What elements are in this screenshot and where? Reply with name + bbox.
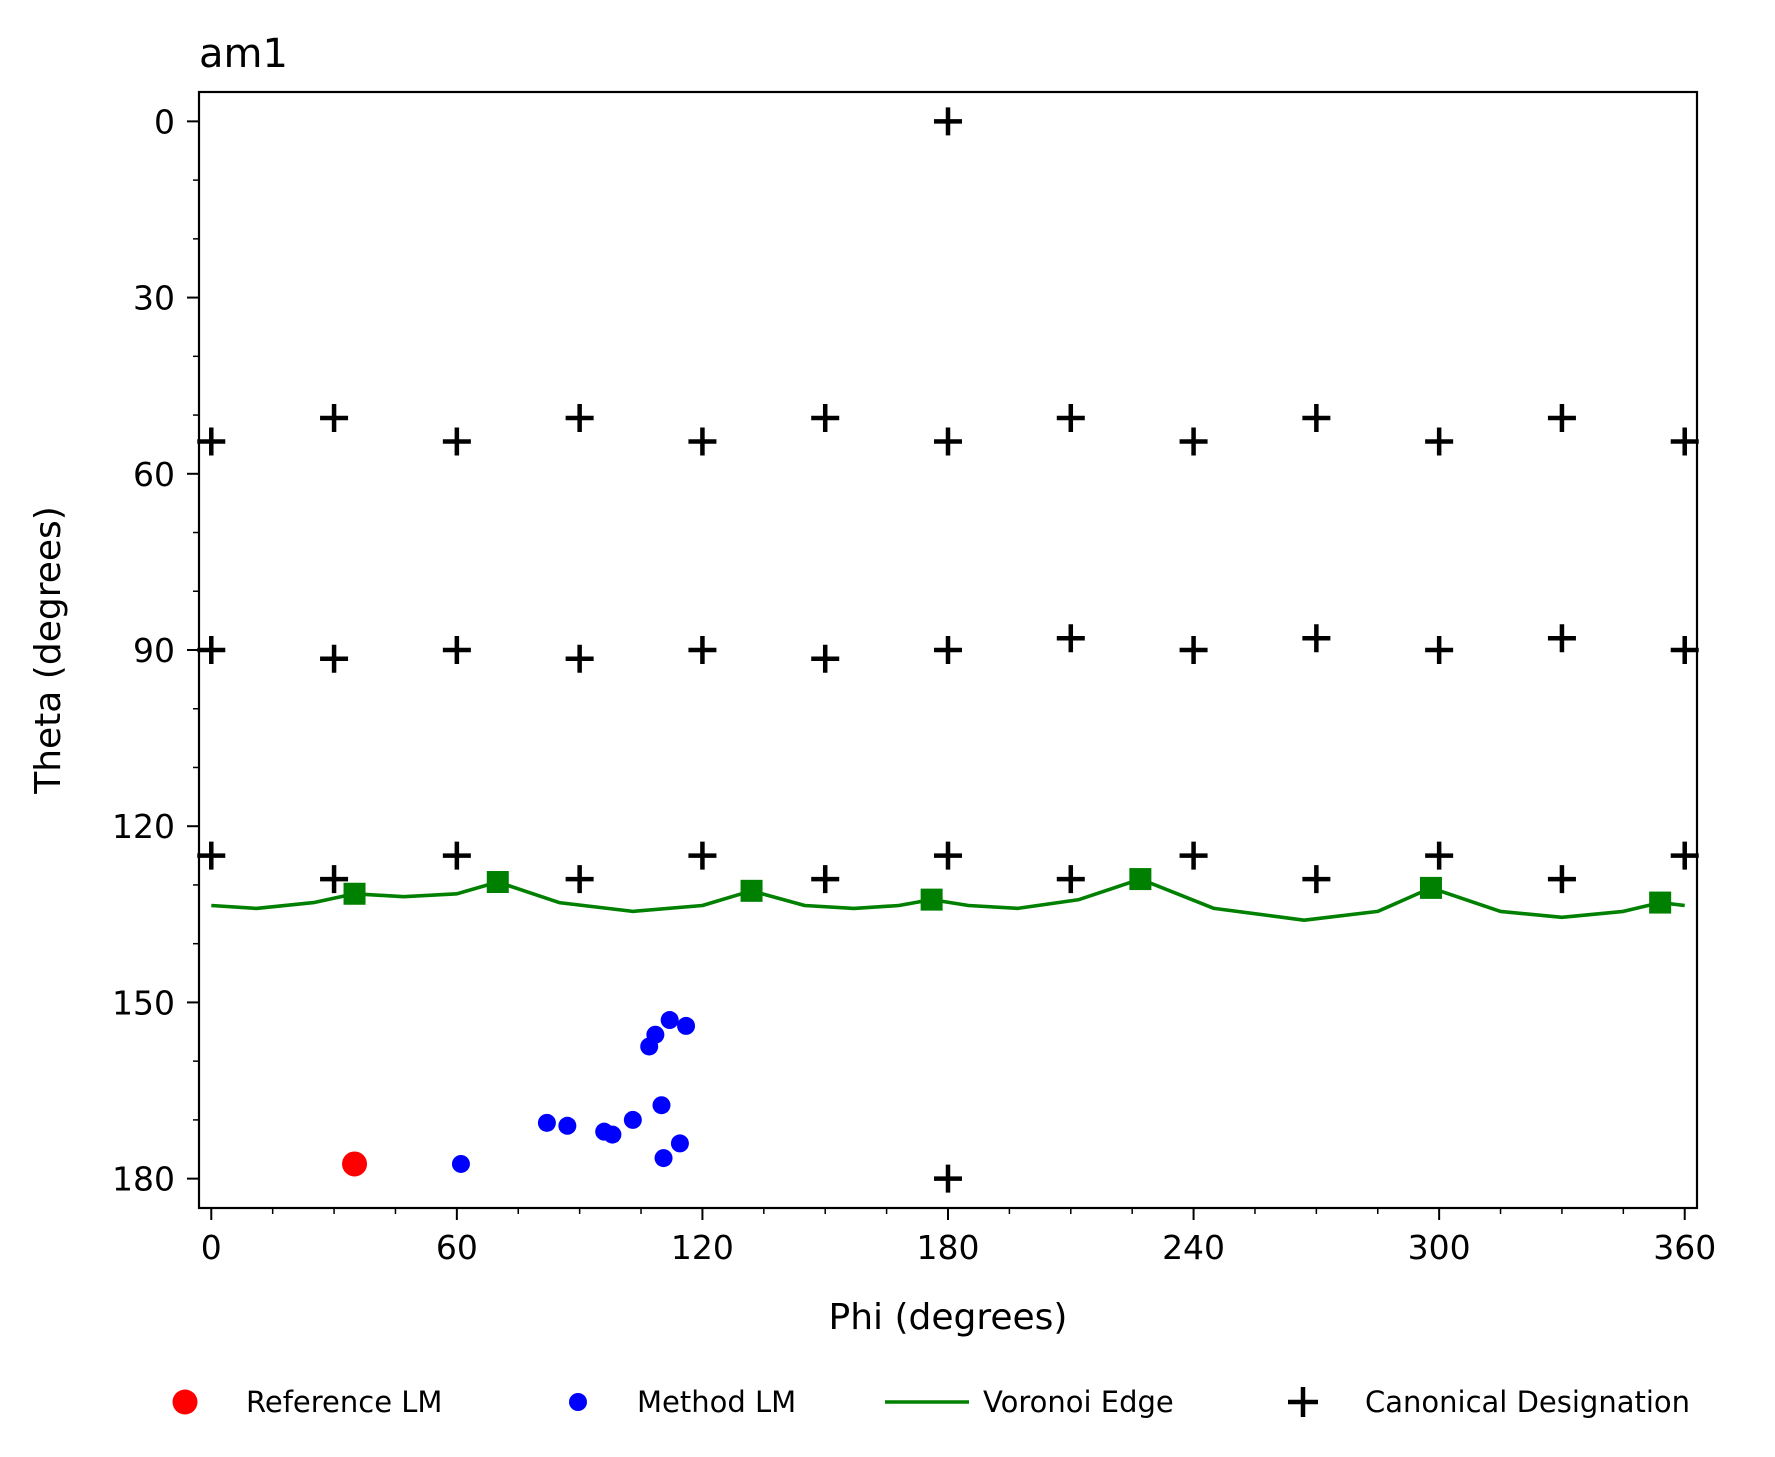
y-tick-label: 90 xyxy=(133,631,175,670)
plot-area xyxy=(197,107,1699,1193)
method-lm-point xyxy=(623,1110,642,1129)
y-tick-label: 150 xyxy=(112,983,175,1022)
legend: Reference LM Method LM Voronoi Edge Canonic… xyxy=(172,1385,1690,1419)
canonical-designation-point xyxy=(197,427,226,456)
voronoi-vertex xyxy=(486,871,509,894)
canonical-designation-point xyxy=(1302,403,1331,432)
voronoi-vertex xyxy=(920,888,943,911)
method-lm-point xyxy=(558,1116,577,1135)
legend-marker-reference-lm xyxy=(172,1389,198,1415)
legend-label: Reference LM xyxy=(246,1385,442,1419)
canonical-designation-point xyxy=(934,636,962,664)
x-tick-label: 0 xyxy=(201,1228,222,1267)
x-tick-label: 120 xyxy=(671,1228,734,1267)
reference-lm-point xyxy=(342,1151,368,1177)
canonical-designation-point xyxy=(320,865,349,894)
x-tick-label: 360 xyxy=(1653,1228,1716,1267)
method-lm-point xyxy=(652,1096,671,1115)
y-axis-label: Theta (degrees) xyxy=(28,506,69,795)
x-tick-label: 240 xyxy=(1162,1228,1225,1267)
canonical-designation-point xyxy=(1179,841,1208,870)
canonical-designation-point xyxy=(320,644,349,673)
method-lm-point xyxy=(451,1154,470,1173)
canonical-designation-point xyxy=(1425,636,1454,664)
y-tick-label: 180 xyxy=(112,1160,175,1199)
canonical-designation-point xyxy=(1302,865,1331,894)
canonical-designation-point xyxy=(934,427,962,456)
canonical-designation-point xyxy=(1670,841,1699,870)
y-tick-label: 0 xyxy=(154,102,175,141)
canonical-designation-point xyxy=(1425,841,1454,870)
canonical-designation-point xyxy=(565,403,594,432)
method-lm-point xyxy=(677,1016,696,1035)
canonical-designation-point xyxy=(688,636,717,664)
voronoi-vertex xyxy=(740,879,763,902)
y-axis: 0 30 60 90 120 150 180 xyxy=(112,102,199,1199)
canonical-designation-point xyxy=(934,107,962,136)
voronoi-vertex xyxy=(1129,868,1152,891)
canonical-designation-point xyxy=(1547,865,1576,894)
canonical-designation-point xyxy=(1056,403,1085,432)
canonical-designation-point xyxy=(1670,636,1699,664)
y-tick-label: 60 xyxy=(133,455,175,494)
legend-label: Voronoi Edge xyxy=(983,1385,1174,1419)
method-lm-point xyxy=(654,1149,673,1168)
voronoi-vertex xyxy=(343,882,366,905)
canonical-designation-point xyxy=(1179,636,1208,664)
x-tick-label: 300 xyxy=(1408,1228,1471,1267)
canonical-designation-point xyxy=(934,1164,962,1193)
canonical-designation-point xyxy=(442,636,471,664)
canonical-designation-point xyxy=(1425,427,1454,456)
legend-label: Canonical Designation xyxy=(1365,1385,1690,1419)
canonical-designation-point xyxy=(1056,865,1085,894)
canonical-designation-point xyxy=(934,841,962,870)
method-lm-point xyxy=(537,1113,556,1132)
method-lm-point xyxy=(670,1134,689,1153)
canonical-designation-point xyxy=(197,841,226,870)
canonical-designation-point xyxy=(1547,624,1576,653)
voronoi-edge-line xyxy=(211,877,1685,922)
method-lm-point xyxy=(660,1011,679,1030)
x-axis: 0 60 120 180 240 300 360 xyxy=(201,1208,1716,1267)
chart-title: am1 xyxy=(199,31,288,77)
canonical-designation-point xyxy=(1056,624,1085,653)
y-tick-label: 30 xyxy=(133,279,175,318)
canonical-designation-point xyxy=(688,841,717,870)
x-tick-label: 60 xyxy=(436,1228,478,1267)
canonical-designation-point xyxy=(811,644,840,673)
y-tick-label: 120 xyxy=(112,807,175,846)
canonical-designation-point xyxy=(1547,403,1576,432)
canonical-designation-point xyxy=(565,644,594,673)
method-lm-point xyxy=(646,1025,665,1044)
method-lm-point xyxy=(603,1125,622,1144)
canonical-designation-point xyxy=(1179,427,1208,456)
canonical-designation-point xyxy=(565,865,594,894)
canonical-designation-point xyxy=(320,403,349,432)
x-axis-label: Phi (degrees) xyxy=(829,1297,1068,1338)
legend-marker-canonical-designation xyxy=(1288,1387,1318,1417)
canonical-designation-point xyxy=(811,865,840,894)
canonical-designation-point xyxy=(688,427,717,456)
voronoi-vertex xyxy=(1419,876,1442,899)
canonical-designation-point xyxy=(442,427,471,456)
voronoi-vertex xyxy=(1649,891,1672,914)
canonical-designation-point xyxy=(811,403,840,432)
canonical-designation-point xyxy=(1670,427,1699,456)
x-tick-label: 180 xyxy=(917,1228,980,1267)
legend-label: Method LM xyxy=(637,1385,796,1419)
legend-marker-method-lm xyxy=(569,1393,587,1411)
canonical-designation-point xyxy=(197,636,226,664)
canonical-designation-point xyxy=(1302,624,1331,653)
canonical-designation-point xyxy=(442,841,471,870)
